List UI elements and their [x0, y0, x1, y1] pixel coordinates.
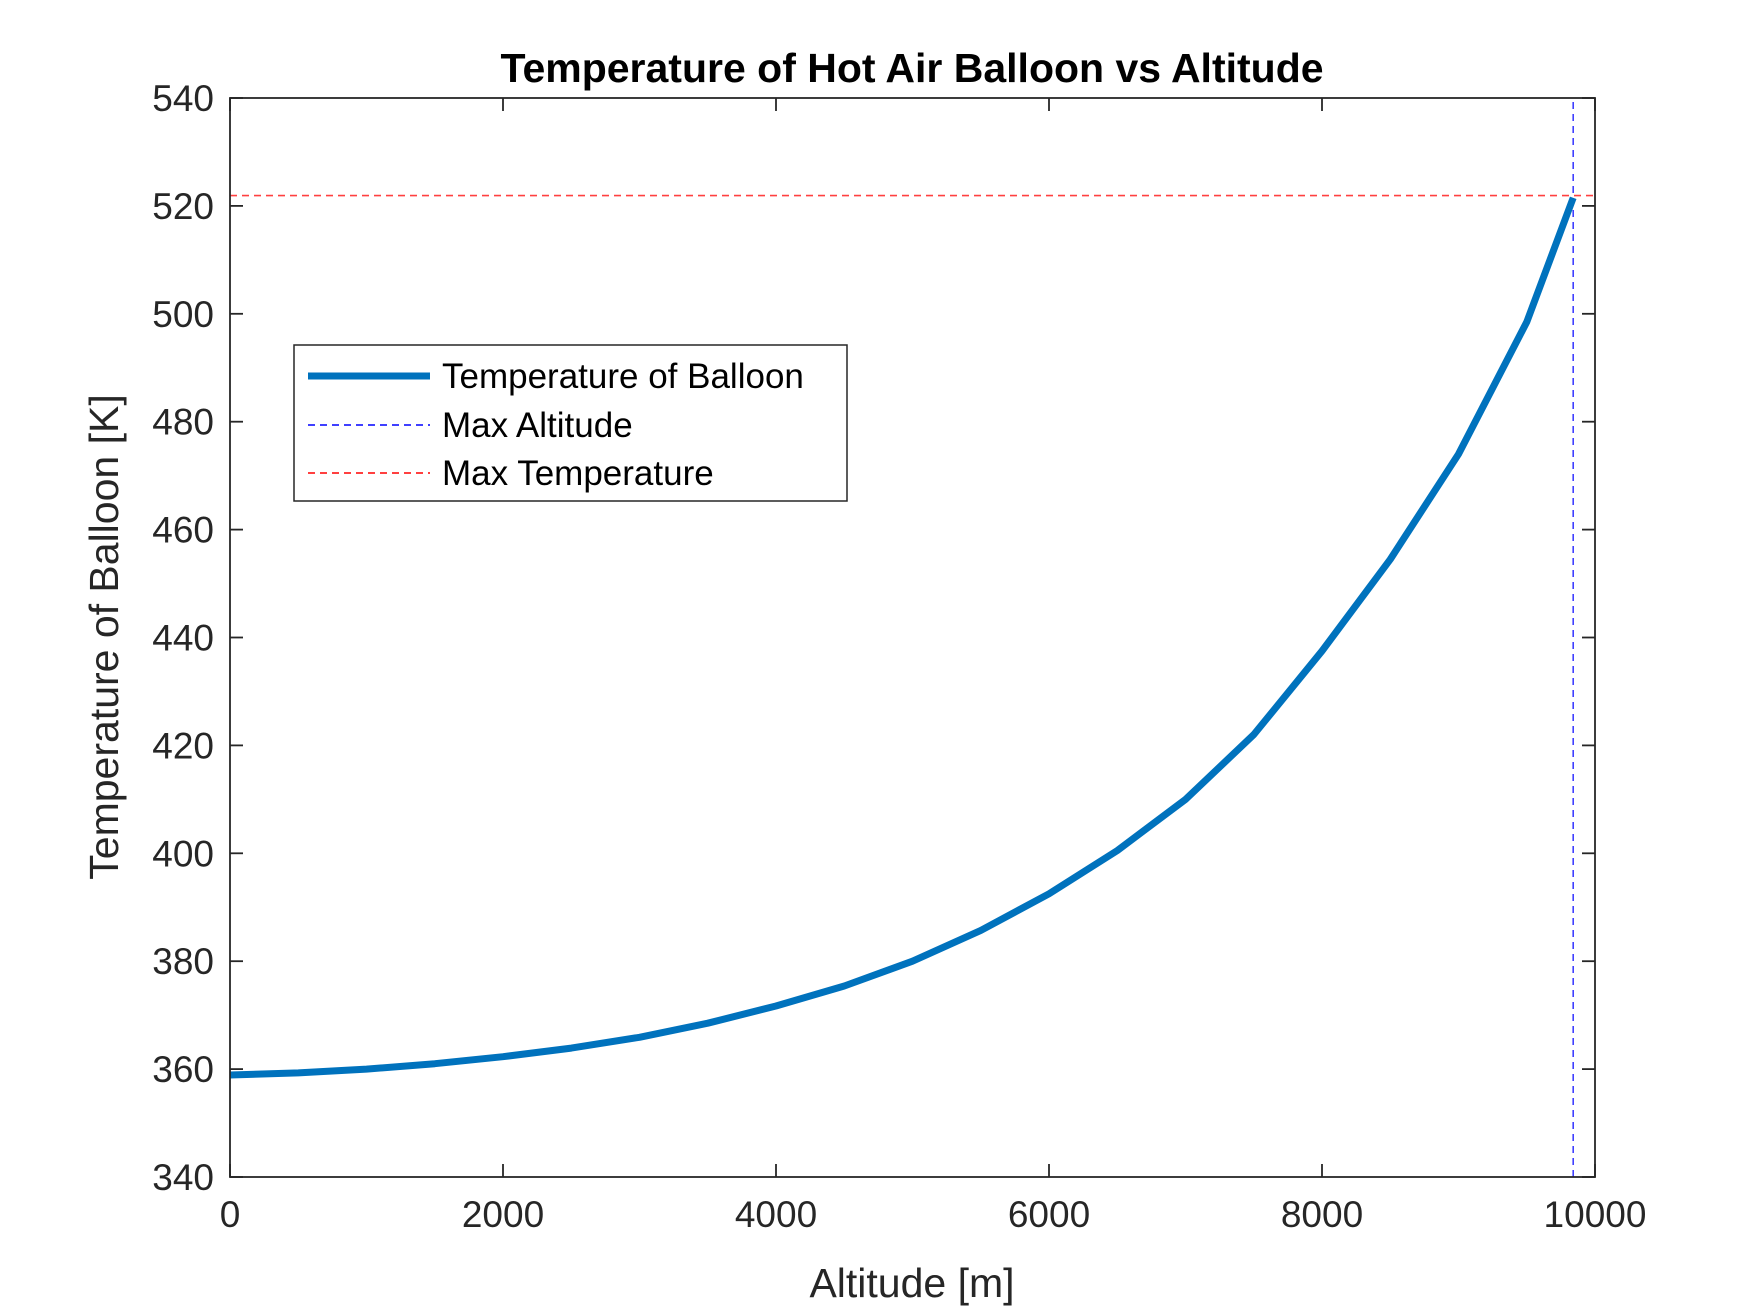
y-tick-label: 540: [152, 78, 214, 119]
y-tick-label: 460: [152, 510, 214, 551]
y-tick-label: 520: [152, 186, 214, 227]
x-tick-label: 10000: [1544, 1194, 1647, 1235]
legend-label-temperature: Temperature of Balloon: [442, 357, 804, 396]
y-tick-label: 480: [152, 402, 214, 443]
series-line-temperature-of-balloon: [229, 196, 1577, 1079]
chart-title: Temperature of Hot Air Balloon vs Altitu…: [500, 45, 1323, 91]
x-tick-label: 2000: [462, 1194, 544, 1235]
plot-lines: [229, 98, 1595, 1177]
legend-label-max-altitude: Max Altitude: [442, 406, 633, 445]
y-axis-label: Temperature of Balloon [K]: [81, 394, 127, 879]
ticks: [229, 97, 1596, 1178]
legend: Temperature of Balloon Max Altitude Max …: [293, 344, 848, 502]
y-tick-label: 420: [152, 725, 214, 766]
x-tick-label: 6000: [1008, 1194, 1090, 1235]
legend-label-max-temperature: Max Temperature: [442, 454, 714, 493]
plot-area: [230, 98, 1595, 1177]
y-tick-label: 400: [152, 833, 214, 874]
x-tick-label: 0: [220, 1194, 241, 1235]
y-tick-label: 380: [152, 941, 214, 982]
tick-labels: 0 2000 4000 6000 8000 10000 340 360 380 400 420 440…: [152, 78, 1646, 1235]
y-tick-label: 360: [152, 1049, 214, 1090]
x-tick-label: 8000: [1281, 1194, 1363, 1235]
y-tick-label: 440: [152, 618, 214, 659]
y-tick-label: 500: [152, 294, 214, 335]
x-axis-label: Altitude [m]: [809, 1260, 1014, 1306]
legend-box: [293, 344, 848, 502]
x-tick-label: 4000: [735, 1194, 817, 1235]
y-tick-label: 340: [152, 1157, 214, 1198]
